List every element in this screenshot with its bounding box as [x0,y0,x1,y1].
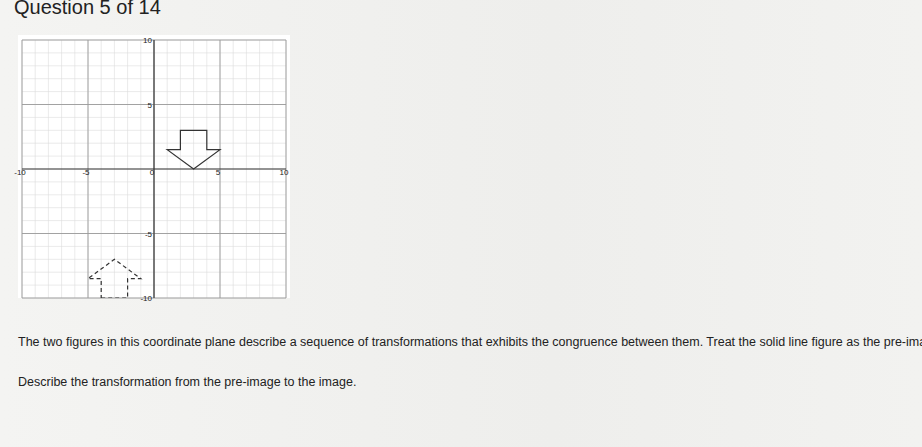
y-tick-label: -10 [140,294,152,303]
y-tick-label: -5 [145,230,153,239]
y-tick-label: 5 [148,101,153,110]
coordinate-plane: -10 -5 0 5 10 -10 -5 5 10 [0,0,922,447]
plot-background [18,35,290,298]
x-tick-label: 0 [150,168,155,177]
question-title: Question 5 of 14 [14,0,161,19]
pre-image-figure [167,130,220,169]
image-figure [88,259,141,298]
x-tick-label: -10 [14,168,26,177]
x-tick-label: 5 [216,168,221,177]
x-tick-label: -5 [82,168,90,177]
figures [88,130,220,298]
x-tick-label: 10 [280,168,289,177]
y-tick-label: 10 [143,36,152,45]
question-prompt: The two figures in this coordinate plane… [18,335,922,349]
question-task: Describe the transformation from the pre… [18,375,356,389]
